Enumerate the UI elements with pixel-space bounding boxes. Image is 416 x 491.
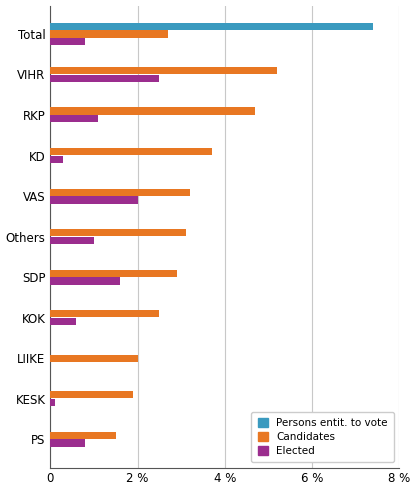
Bar — [50, 318, 77, 325]
Bar — [50, 67, 277, 74]
Legend: Persons entit. to vote, Candidates, Elected: Persons entit. to vote, Candidates, Elec… — [251, 411, 394, 463]
Bar — [50, 75, 159, 82]
Bar — [50, 115, 98, 122]
Bar — [50, 277, 120, 285]
Bar — [50, 355, 138, 362]
Bar — [50, 310, 159, 317]
Bar — [50, 237, 94, 244]
Bar — [50, 30, 168, 38]
Bar — [50, 432, 116, 439]
Bar — [50, 23, 373, 30]
Bar — [50, 229, 186, 236]
Bar — [50, 391, 133, 399]
Bar — [50, 156, 63, 163]
Bar — [50, 38, 85, 45]
Bar — [50, 399, 54, 406]
Bar — [50, 148, 212, 155]
Bar — [50, 189, 190, 196]
Bar — [50, 270, 177, 277]
Bar — [50, 196, 138, 204]
Bar — [50, 439, 85, 447]
Bar — [50, 108, 255, 115]
